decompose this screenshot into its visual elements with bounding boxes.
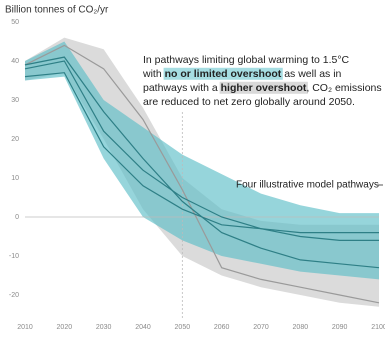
pathway-line [24,44,380,304]
x-tick-label: 2060 [214,324,230,331]
y-tick-label: 50 [11,19,19,26]
annotation-text: are reduced to net zero globally around … [143,96,355,108]
y-tick-label: 30 [11,97,19,104]
highlight [219,81,308,94]
pathway-line [24,60,379,241]
annotation-text: higher overshoot [221,82,307,94]
chart-title: Billion tonnes of CO₂/yr [5,5,109,16]
annotation-text: pathways with a [143,82,221,94]
x-tick-label: 2100 [371,324,385,331]
pathways-label: Four illustrative model pathways [236,180,379,191]
x-tick-label: 2030 [96,324,112,331]
annotation-text: In pathways limiting global warming to 1… [143,54,350,66]
y-tick-label: 0 [15,214,19,221]
pathway-line [24,56,380,269]
annotation-line: with no or limited overshoot as well as … [142,68,342,80]
range-band [25,41,379,280]
y-tick-label: -10 [9,253,19,260]
x-tick-label: 2010 [17,324,33,331]
y-tick-label: 10 [11,175,19,182]
annotation-line: pathways with a higher overshoot, CO₂ em… [143,82,382,94]
y-tick-label: 40 [11,58,19,65]
annotation-line: are reduced to net zero globally around … [143,96,355,108]
y-tick-label: -20 [9,292,19,299]
x-tick-label: 2040 [135,324,151,331]
x-tick-label: 2020 [57,324,73,331]
annotation-text: with [142,68,165,80]
x-tick-label: 2090 [332,324,348,331]
annotation-text: as well as in [281,68,341,80]
x-tick-label: 2070 [253,324,269,331]
plot-area [24,37,380,318]
y-tick-label: 20 [11,136,19,143]
annotation-text: no or limited overshoot [165,68,282,80]
x-tick-label: 2050 [175,324,191,331]
x-tick-label: 2080 [293,324,309,331]
highlight [163,67,283,80]
annotation-text: , CO₂ emissions [306,82,381,94]
annotation-line: In pathways limiting global warming to 1… [143,54,350,66]
